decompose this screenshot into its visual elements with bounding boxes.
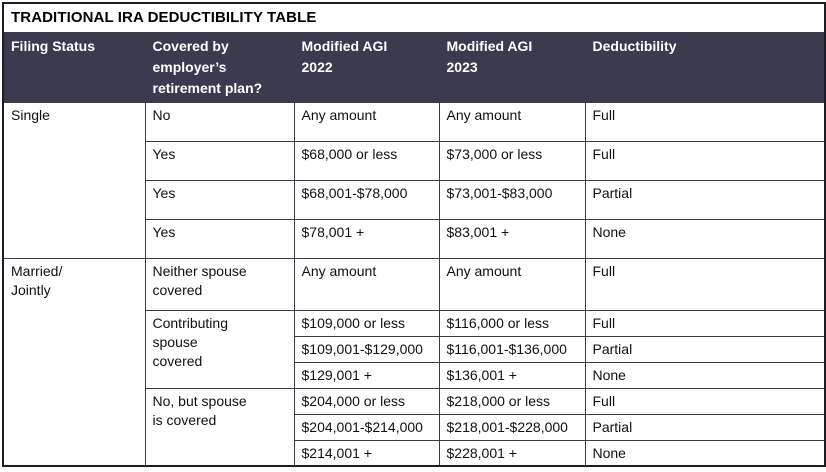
deductibility-cell: Partial: [584, 179, 826, 220]
column-header-filing-status: Filing Status: [2, 31, 146, 103]
agi-2022-cell: $214,001 +: [293, 439, 440, 467]
agi-2022-cell: $68,001-$78,000: [293, 179, 440, 220]
deductibility-cell: Full: [584, 257, 826, 311]
filing-status-cell-married-jointly: Married/ Jointly: [2, 257, 146, 467]
agi-2023-cell: $116,000 or less: [438, 309, 586, 337]
covered-cell: Contributing spouse covered: [144, 309, 295, 389]
agi-2022-cell: $109,001-$129,000: [293, 335, 440, 363]
agi-2023-cell: $218,000 or less: [438, 387, 586, 415]
agi-2023-cell: Any amount: [438, 101, 586, 142]
table-row: Contributing spouse covered $109,000 or …: [3, 309, 826, 389]
table-row: $109,001-$129,000 $116,001-$136,000 Part…: [3, 335, 826, 363]
agi-2022-cell: $78,001 +: [293, 218, 440, 259]
table-row: No, but spouse is covered $204,000 or le…: [3, 387, 826, 467]
deductibility-cell: Full: [584, 387, 826, 415]
agi-2022-cell: $129,001 +: [293, 361, 440, 389]
covered-cell: Neither spouse covered: [144, 257, 295, 311]
agi-2023-cell: $73,000 or less: [438, 140, 586, 181]
table-title: TRADITIONAL IRA DEDUCTIBILITY TABLE: [2, 2, 826, 33]
agi-2022-cell: $68,000 or less: [293, 140, 440, 181]
agi-2023-cell: $228,001 +: [438, 439, 586, 467]
column-header-deductibility: Deductibility: [584, 31, 826, 103]
deductibility-cell: Partial: [584, 413, 826, 441]
deductibility-cell: Partial: [584, 335, 826, 363]
deductibility-cell: None: [584, 218, 826, 259]
agi-2022-cell: $204,001-$214,000: [293, 413, 440, 441]
agi-2023-cell: $136,001 +: [438, 361, 586, 389]
column-header-covered-by-plan: Covered by employer’s retirement plan?: [144, 31, 295, 103]
table-row: $214,001 + $228,001 + None: [3, 439, 826, 467]
deductibility-cell: Full: [584, 101, 826, 142]
table-row: Yes $68,000 or less $73,000 or less Full: [3, 140, 826, 181]
table-row: Married/ Jointly Neither spouse covered …: [2, 257, 826, 467]
agi-2022-cell: Any amount: [293, 101, 440, 142]
table-row: Yes $68,001-$78,000 $73,001-$83,000 Part…: [3, 179, 826, 220]
deductibility-cell: None: [584, 361, 826, 389]
agi-2022-cell: $109,000 or less: [293, 309, 440, 337]
filing-status-cell-single: Single: [2, 101, 146, 259]
agi-2023-cell: $73,001-$83,000: [438, 179, 586, 220]
covered-cell: Yes: [144, 179, 295, 220]
deductibility-cell: None: [584, 439, 826, 467]
deductibility-cell: Full: [584, 309, 826, 337]
agi-2023-cell: $218,001-$228,000: [438, 413, 586, 441]
agi-2022-cell: $204,000 or less: [293, 387, 440, 415]
table-row: $204,001-$214,000 $218,001-$228,000 Part…: [3, 413, 826, 441]
column-header-agi-2023: Modified AGI 2023: [438, 31, 586, 103]
agi-2023-cell: Any amount: [438, 257, 586, 311]
column-header-agi-2022: Modified AGI 2022: [293, 31, 440, 103]
agi-2023-cell: $116,001-$136,000: [438, 335, 586, 363]
agi-2022-cell: Any amount: [293, 257, 440, 311]
deductibility-cell: Full: [584, 140, 826, 181]
table-row: Single No Any amount Any amount Full: [2, 101, 826, 259]
covered-cell: Yes: [144, 218, 295, 259]
covered-cell: Yes: [144, 140, 295, 181]
agi-2023-cell: $83,001 +: [438, 218, 586, 259]
table-row: Yes $78,001 + $83,001 + None: [3, 218, 826, 259]
covered-cell: No, but spouse is covered: [144, 387, 295, 467]
covered-cell: No: [144, 101, 295, 142]
